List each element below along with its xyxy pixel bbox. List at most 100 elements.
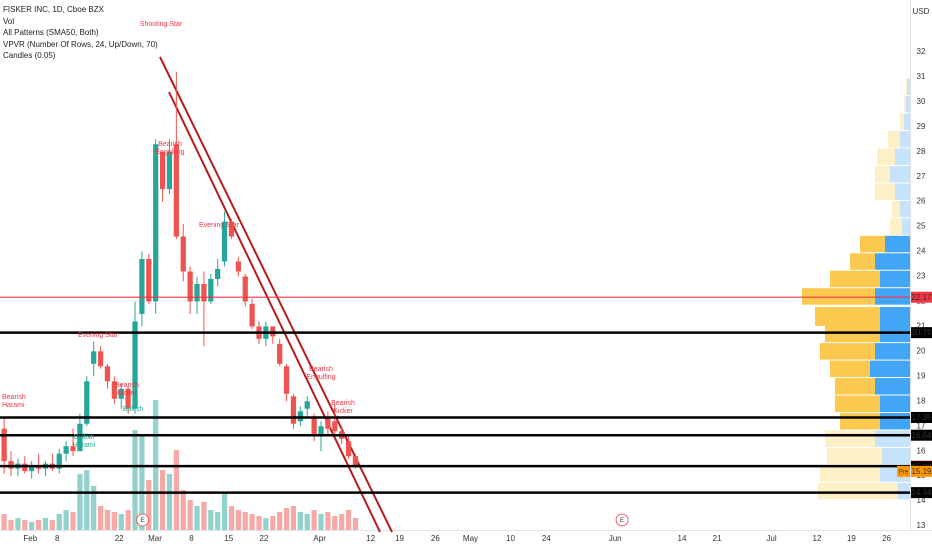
candle-body: [97, 351, 104, 367]
y-tick-label: 25: [917, 222, 926, 231]
candle-body: [201, 283, 207, 302]
volume-bar: [256, 516, 262, 530]
candle-body: [345, 441, 352, 457]
candle-body: [84, 381, 90, 424]
volume-bar: [242, 512, 248, 530]
x-tick-label: Jul: [766, 534, 776, 543]
profile-down: [815, 306, 880, 326]
trend-line: [168, 91, 381, 533]
profile-down: [820, 343, 875, 360]
volume-bar: [283, 508, 290, 530]
profile-down: [835, 378, 875, 395]
volume-bar: [49, 520, 55, 530]
volume-bar: [125, 510, 131, 530]
volume-bar: [297, 512, 303, 530]
y-tick-label: 13: [917, 521, 926, 530]
profile-up: [890, 165, 910, 183]
volume-bar: [42, 518, 49, 530]
volume-bar: [159, 470, 166, 530]
volume-bar: [22, 520, 28, 530]
indicator: Vol: [3, 16, 15, 26]
candle-body: [180, 236, 186, 272]
currency-label: USD: [913, 7, 930, 16]
volume-bar: [221, 494, 228, 530]
profile-up: [885, 235, 910, 253]
candle-body: [29, 466, 35, 472]
price-marker-label: 16.64: [911, 431, 932, 440]
y-tick-label: 21: [917, 322, 926, 331]
volume-bar: [352, 518, 359, 530]
volume-bar: [146, 480, 152, 530]
candle-body: [146, 259, 152, 302]
profile-up: [880, 395, 910, 412]
candle-body: [139, 259, 145, 314]
volume-bar: [235, 510, 241, 530]
volume-bar: [201, 502, 207, 530]
pattern-label: Shooting Star: [139, 21, 183, 28]
profile-down: [875, 165, 890, 183]
candle-body: [104, 366, 111, 382]
x-tick-label: 26: [882, 534, 891, 543]
candle-body: [70, 446, 76, 452]
profile-up: [895, 148, 910, 165]
profile-up: [902, 218, 910, 235]
pattern-label: Bearish Engulfing: [306, 366, 336, 381]
profile-down: [875, 183, 895, 200]
profile-down: [904, 96, 906, 113]
profile-up: [880, 306, 910, 326]
candle-body: [352, 456, 359, 467]
trend-line: [159, 56, 393, 533]
indicator: VPVR (Number Of Rows, 24, Up/Down, 70): [3, 39, 158, 49]
x-tick-label: 19: [395, 534, 404, 543]
profile-down: [825, 430, 875, 447]
x-tick-label: Feb: [23, 534, 37, 543]
pattern-label: Bearish Kicker: [331, 400, 355, 415]
pattern-label: Bullish: [122, 406, 144, 413]
profile-up: [875, 430, 910, 447]
profile-up: [875, 343, 910, 360]
candle-body: [77, 423, 83, 452]
volume-bar: [345, 510, 352, 530]
volume-bar: [104, 510, 111, 530]
profile-up: [882, 447, 910, 465]
y-tick-label: 31: [917, 72, 926, 81]
volume-bar: [325, 512, 331, 530]
candle-body: [166, 151, 173, 190]
event-marker: [136, 513, 149, 527]
volume-bar: [277, 512, 283, 530]
y-tick-label: 20: [917, 346, 926, 355]
candle-body: [215, 269, 221, 279]
candle-body: [194, 283, 200, 302]
volume-bar: [194, 506, 200, 530]
profile-up: [907, 78, 910, 96]
profile-up: [900, 131, 910, 148]
x-tick-label: 26: [431, 534, 440, 543]
price-marker: [911, 465, 932, 477]
candle-body: [249, 303, 255, 327]
y-tick-label: 14: [917, 496, 926, 505]
volume-bar: [1, 514, 7, 530]
profile-up: [906, 96, 910, 113]
profile-up: [875, 288, 910, 305]
candle-body: [159, 151, 166, 190]
volume-bar: [118, 514, 124, 530]
candle-body: [56, 453, 62, 469]
volume-bar: [70, 512, 76, 530]
price-marker: [911, 411, 932, 423]
y-tick-label: 32: [917, 47, 926, 56]
candle-body: [111, 381, 117, 399]
profile-down: [827, 447, 882, 465]
y-tick-label: 18: [917, 396, 926, 405]
pattern-label: Bullish Harami: [72, 434, 96, 449]
volume-bar: [111, 512, 117, 530]
y-tick-label: 17: [917, 421, 926, 430]
x-tick-label: 8: [189, 534, 194, 543]
volume-bar: [290, 506, 297, 530]
candle-body: [304, 401, 310, 409]
x-tick-label: 12: [366, 534, 375, 543]
pattern-label: Bearish Engulfing: [155, 141, 185, 156]
x-tick-label: 12: [813, 534, 822, 543]
profile-down: [906, 78, 907, 96]
event-marker: [615, 513, 629, 527]
profile-down: [840, 412, 880, 430]
